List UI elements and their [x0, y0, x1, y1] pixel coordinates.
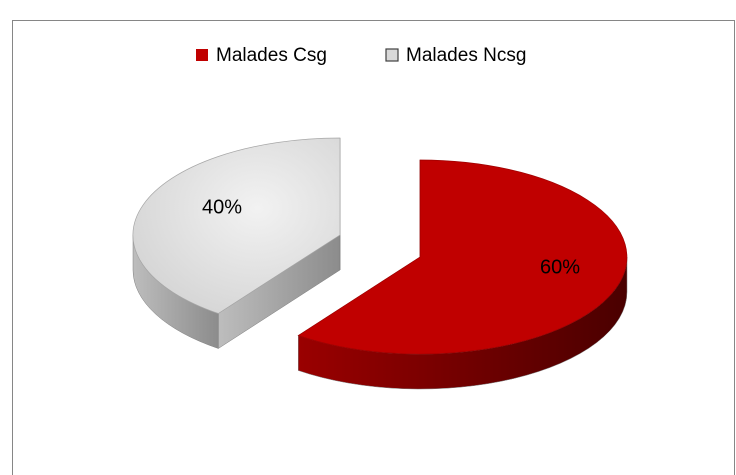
legend-label: Malades Csg	[216, 45, 327, 66]
pie: 40% 60%	[132, 137, 628, 390]
legend-swatch	[385, 48, 399, 62]
data-label: 40%	[202, 196, 242, 218]
pie-slice	[297, 159, 628, 355]
legend-swatch	[196, 49, 208, 61]
data-label: 60%	[540, 256, 580, 278]
legend-label: Malades Ncsg	[406, 45, 526, 66]
legend: Malades Csg Malades Ncsg	[196, 45, 526, 66]
pie-slice	[132, 137, 341, 314]
